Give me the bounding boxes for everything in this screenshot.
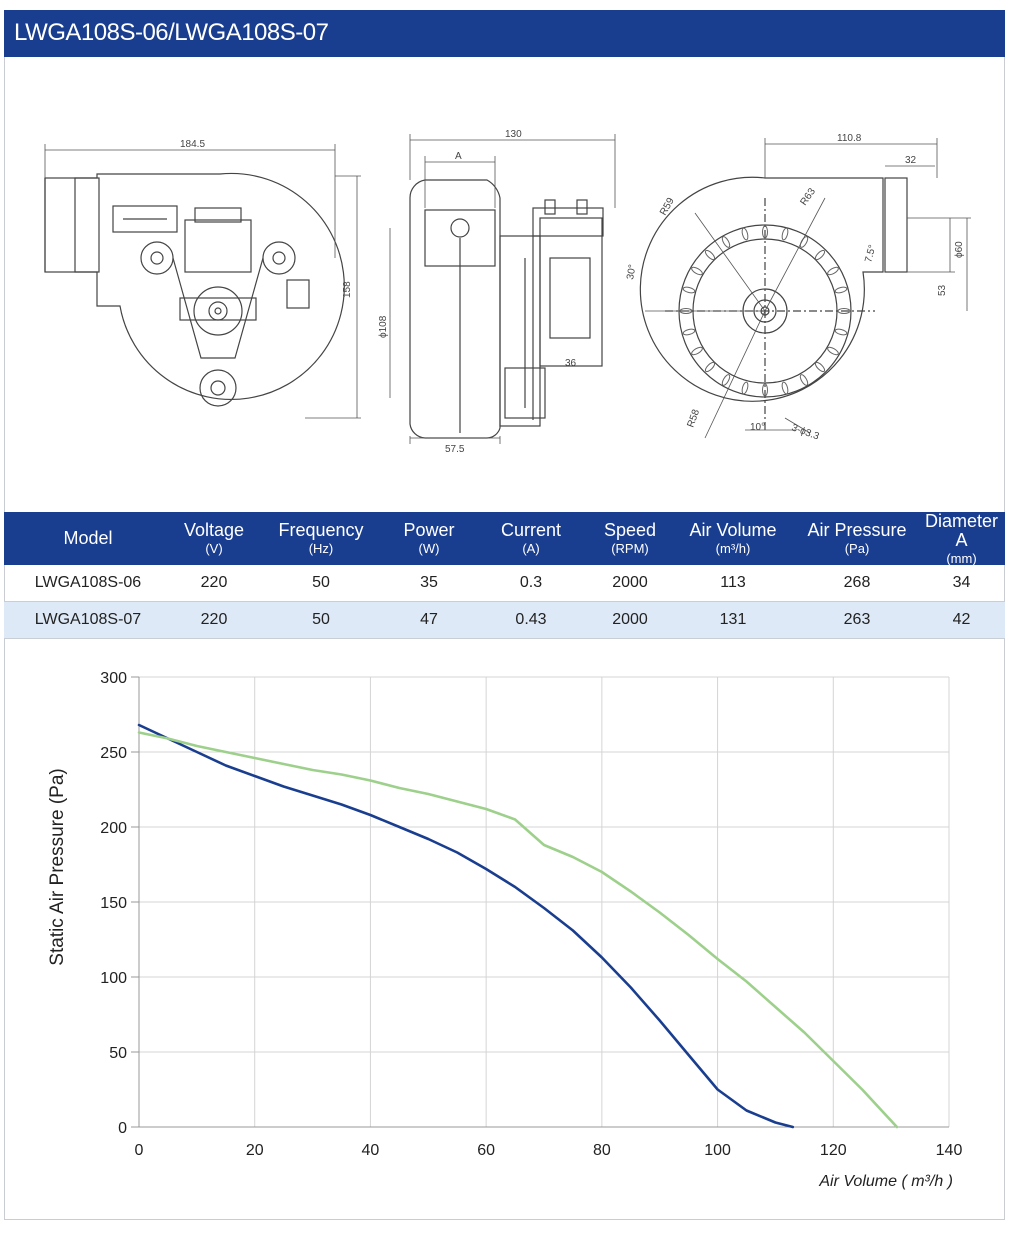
cell-current: 0.3 — [472, 565, 590, 603]
side-view-drawing — [409, 179, 604, 439]
y-tick-label: 150 — [100, 895, 127, 912]
cell-air-pressure: 268 — [796, 565, 918, 603]
table-row: LWGA108S-06 220 50 35 0.3 2000 113 268 3… — [4, 565, 1005, 603]
x-tick-label: 140 — [936, 1142, 963, 1159]
cell-frequency: 50 — [256, 601, 386, 640]
cell-speed: 2000 — [590, 601, 670, 640]
x-tick-label: 120 — [820, 1142, 847, 1159]
front-view-drawing — [44, 172, 345, 407]
cell-model: LWGA108S-06 — [4, 565, 172, 603]
dim-r63: R63 — [798, 186, 818, 208]
cell-air-volume: 113 — [670, 565, 796, 603]
cell-diameter-a: 34 — [918, 565, 1005, 603]
cell-current: 0.43 — [472, 601, 590, 640]
y-tick-label: 50 — [109, 1045, 127, 1062]
dim-left-width: 184.5 — [180, 139, 205, 150]
y-tick-label: 300 — [100, 670, 127, 687]
y-tick-label: 0 — [118, 1120, 127, 1137]
table-header-row: Model Voltage (V) Frequency (Hz) Power (W) … — [4, 512, 1005, 566]
dim-mid-36: 36 — [565, 358, 577, 369]
header-voltage: Voltage (V) — [172, 512, 256, 566]
cell-air-pressure: 263 — [796, 601, 918, 640]
cell-speed: 2000 — [590, 565, 670, 603]
dim-r58: R58 — [685, 408, 702, 429]
header-model: Model — [4, 512, 172, 566]
y-axis-label: Static Air Pressure (Pa) — [47, 768, 68, 965]
dim-mid-width: 130 — [505, 129, 522, 140]
x-tick-label: 100 — [704, 1142, 731, 1159]
dim-holes: 3-ϕ3.3 — [790, 422, 821, 442]
header-power: Power (W) — [386, 512, 472, 566]
header-speed: Speed (RPM) — [590, 512, 670, 566]
spec-table: Model Voltage (V) Frequency (Hz) Power (W) … — [4, 512, 1005, 640]
header-diameter-a: Diameter A (mm) — [918, 512, 1005, 566]
dim-left-height: 158 — [342, 281, 353, 298]
x-tick-label: 80 — [593, 1142, 611, 1159]
y-tick-label: 250 — [100, 745, 127, 762]
dim-right-width: 110.8 — [837, 133, 862, 144]
series-line-1 — [137, 723, 795, 1129]
cell-voltage: 220 — [172, 565, 256, 603]
x-tick-label: 20 — [246, 1142, 264, 1159]
cell-power: 35 — [386, 565, 472, 603]
series-line-2 — [137, 731, 899, 1129]
x-axis-label: Air Volume ( m³/h ) — [818, 1173, 953, 1190]
table-row: LWGA108S-07 220 50 47 0.43 2000 131 263 … — [4, 601, 1005, 640]
technical-drawing: 184.5 158 130 A ϕ108 57.5 36 110.8 32 ϕ6… — [44, 129, 971, 455]
title-bar: LWGA108S-06/LWGA108S-07 — [4, 10, 1005, 57]
cell-frequency: 50 — [256, 565, 386, 603]
dim-right-32: 32 — [905, 155, 917, 166]
dim-r59: R59 — [658, 196, 677, 218]
rear-view-drawing — [639, 176, 908, 430]
header-air-pressure: Air Pressure (Pa) — [796, 512, 918, 566]
cell-model: LWGA108S-07 — [4, 601, 172, 640]
performance-chart: 0 20 40 60 80 100 120 140 0 50 100 150 200 250 300 Air … — [47, 670, 963, 1190]
x-tick-label: 40 — [362, 1142, 380, 1159]
header-air-volume: Air Volume (m³/h) — [670, 512, 796, 566]
dim-right-60: ϕ60 — [954, 241, 965, 258]
header-frequency: Frequency (Hz) — [256, 512, 386, 566]
page-title: LWGA108S-06/LWGA108S-07 — [14, 19, 329, 46]
dim-angle-10: 10° — [750, 422, 765, 433]
cell-air-volume: 131 — [670, 601, 796, 640]
cell-power: 47 — [386, 601, 472, 640]
dim-right-53: 53 — [937, 284, 948, 296]
dim-mid-dia: ϕ108 — [378, 315, 389, 338]
y-tick-label: 100 — [100, 970, 127, 987]
dim-angle-75: 7.5° — [863, 244, 878, 264]
dim-mid-a: A — [455, 151, 462, 162]
x-tick-label: 60 — [477, 1142, 495, 1159]
dim-mid-bottom: 57.5 — [445, 444, 465, 455]
cell-voltage: 220 — [172, 601, 256, 640]
dim-angle-30: 30° — [625, 264, 638, 281]
y-tick-label: 200 — [100, 820, 127, 837]
header-current: Current (A) — [472, 512, 590, 566]
cell-diameter-a: 42 — [918, 601, 1005, 640]
x-tick-label: 0 — [135, 1142, 144, 1159]
